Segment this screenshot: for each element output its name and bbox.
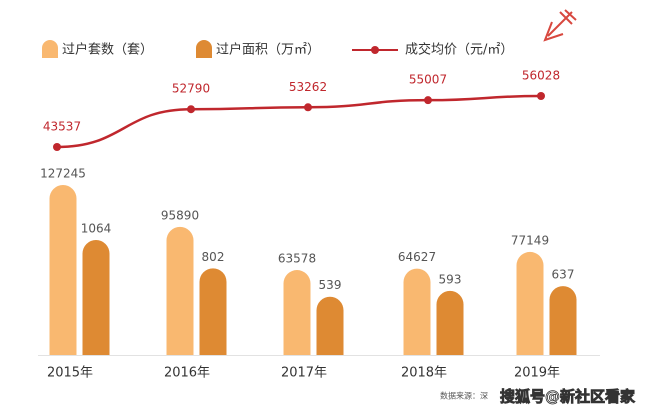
- x-tick-label: 2018年: [401, 366, 447, 381]
- x-tick-label: 2016年: [164, 366, 210, 381]
- bar-label: 1064: [81, 222, 112, 236]
- legend-label: 过户面积（万㎡）: [216, 42, 320, 58]
- legend-label: 过户套数（套）: [62, 42, 153, 58]
- line-label: 43537: [43, 120, 81, 134]
- bar: [316, 296, 344, 355]
- legend-dot: [371, 46, 379, 54]
- line-point: [304, 103, 312, 112]
- line-point: [424, 96, 432, 105]
- bar-label: 95890: [161, 208, 199, 222]
- bar: [49, 185, 77, 355]
- bar-label: 802: [202, 250, 225, 264]
- legend-label: 成交均价（元/㎡）: [405, 42, 513, 58]
- bar: [403, 268, 431, 355]
- bar-label: 593: [439, 272, 462, 286]
- line: [56, 94, 542, 149]
- line-label: 52790: [172, 82, 210, 96]
- bar: [82, 240, 110, 355]
- bar: [166, 226, 194, 355]
- bar: [516, 251, 544, 355]
- bar-label: 77149: [511, 233, 549, 247]
- line-point: [537, 92, 545, 100]
- bar: [436, 290, 464, 355]
- bar: [549, 286, 577, 355]
- x-tick-label: 2017年: [281, 366, 327, 381]
- x-tick-label: 2015年: [47, 366, 93, 381]
- bar: [283, 270, 311, 355]
- bar-label: 63578: [278, 252, 316, 266]
- source: 数据来源：深: [440, 391, 488, 401]
- bar: [199, 268, 227, 355]
- bar-label: 539: [319, 278, 342, 292]
- bar-label: 127245: [40, 167, 86, 181]
- bar-label: 64627: [398, 250, 436, 264]
- legend-swatch: [42, 40, 58, 58]
- line-label: 53262: [289, 80, 327, 94]
- line-label: 56028: [522, 69, 560, 83]
- bar-label: 637: [552, 268, 575, 282]
- arrow-scribble: [543, 9, 577, 42]
- watermark: 搜狐号@新社区看家: [500, 388, 635, 406]
- x-tick-label: 2019年: [514, 366, 560, 381]
- decoration-arrow: [543, 9, 577, 42]
- line-point: [187, 105, 195, 114]
- line-point: [53, 143, 61, 151]
- line-label: 55007: [409, 73, 447, 87]
- legend-swatch: [196, 40, 212, 58]
